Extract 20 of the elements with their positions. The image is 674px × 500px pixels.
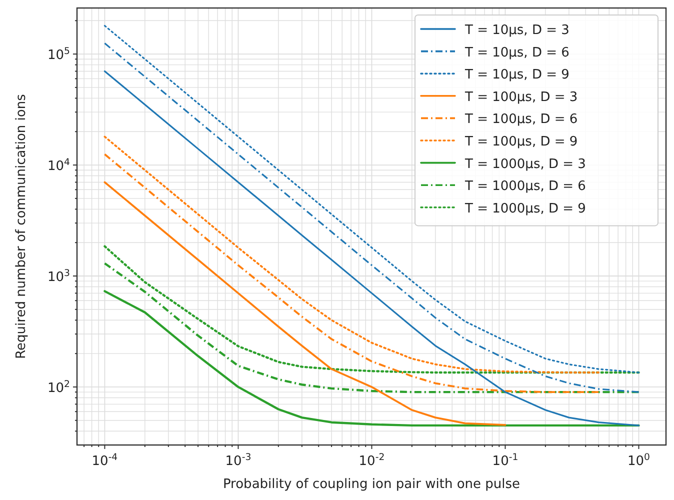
legend-label: T = 1000μs, D = 3 [464,156,586,172]
x-tick-label: 10$^{-3}$ [225,452,252,469]
x-tick-label: 10$^{0}$ [628,452,650,469]
x-tick-label: 10$^{-2}$ [358,452,385,469]
y-tick-label: 10$^{3}$ [48,268,70,285]
legend-label: T = 10μs, D = 6 [464,45,570,60]
legend-label: T = 100μs, D = 9 [464,134,578,150]
x-tick-label: 10$^{-1}$ [492,452,518,469]
y-axis-title: Required number of communication ions [14,94,29,359]
x-tick-label: 10$^{-4}$ [92,452,118,469]
x-axis-title: Probability of coupling ion pair with one pulse [222,477,520,492]
y-tick-label: 10$^{2}$ [48,378,70,396]
legend-label: T = 10μs, D = 3 [464,23,570,38]
legend-label: T = 100μs, D = 6 [464,112,578,128]
y-tick-label: 10$^{4}$ [48,156,70,174]
legend-label: T = 1000μs, D = 9 [464,201,586,216]
legend-label: T = 1000μs, D = 6 [464,179,586,194]
legend-label: T = 10μs, D = 9 [464,68,570,83]
y-tick-label: 10$^{5}$ [48,46,70,64]
legend-label: T = 100μs, D = 3 [464,90,578,105]
